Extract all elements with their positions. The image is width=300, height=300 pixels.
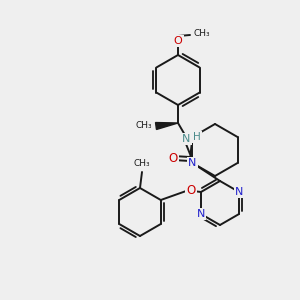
Text: CH₃: CH₃ (135, 122, 152, 130)
Text: N: N (235, 187, 243, 197)
Text: O: O (186, 184, 196, 196)
Polygon shape (155, 122, 178, 130)
Text: N: N (188, 158, 197, 168)
Text: O: O (168, 152, 178, 164)
Text: H: H (193, 132, 201, 142)
Text: O: O (174, 36, 182, 46)
Text: N: N (197, 209, 205, 219)
Text: N: N (182, 134, 190, 144)
Text: CH₃: CH₃ (134, 159, 150, 168)
Text: CH₃: CH₃ (193, 28, 210, 38)
